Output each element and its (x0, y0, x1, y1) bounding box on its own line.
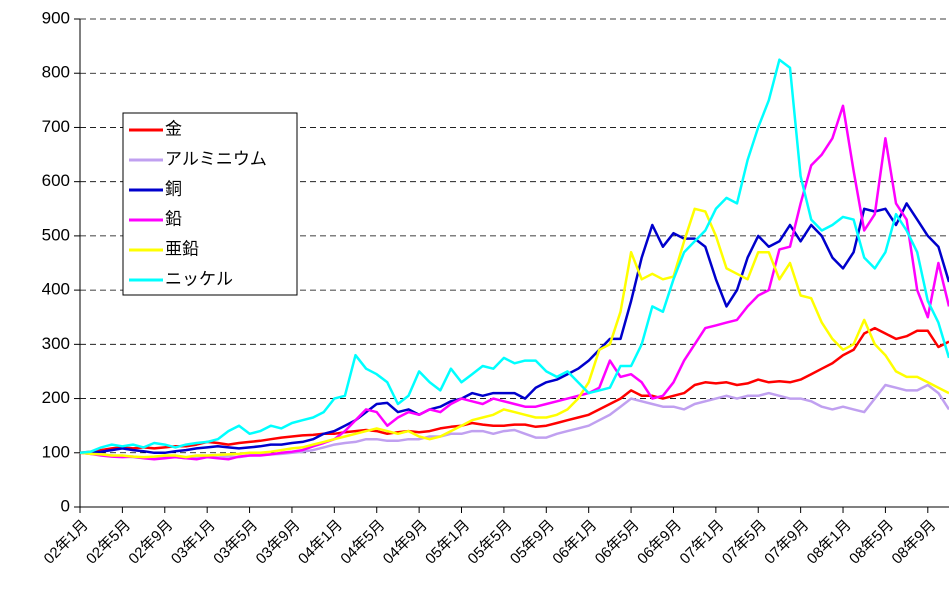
legend-box (122, 112, 298, 296)
series-line (79, 207, 949, 459)
y-tick-label: 200 (42, 388, 70, 407)
legend-label: 金 (165, 119, 182, 138)
y-tick-label: 600 (42, 171, 70, 190)
y-tick-label: 0 (61, 496, 70, 515)
series-line (79, 58, 949, 455)
x-tick-label: 04年9月 (380, 517, 431, 568)
y-tick-label: 100 (42, 442, 70, 461)
x-tick-label: 02年1月 (41, 517, 92, 568)
x-tick-label: 02年9月 (125, 517, 176, 568)
x-tick-label: 03年1月 (168, 517, 219, 568)
y-tick-label: 400 (42, 280, 70, 299)
x-tick-label: 05年1月 (422, 517, 473, 568)
series-line (79, 383, 949, 460)
x-tick-label: 04年1月 (295, 517, 346, 568)
y-tick-label: 700 (42, 117, 70, 136)
legend-label: 鉛 (165, 209, 182, 228)
x-tick-label: 08年9月 (889, 517, 940, 568)
series-line (79, 326, 949, 455)
x-tick-label: 06年9月 (634, 517, 685, 568)
y-tick-label: 500 (42, 225, 70, 244)
x-tick-label: 06年1月 (549, 517, 600, 568)
x-tick-label: 04年5月 (337, 517, 388, 568)
legend-label: 亜鉛 (165, 239, 199, 258)
x-tick-label: 08年1月 (804, 517, 855, 568)
y-tick-label: 300 (42, 334, 70, 353)
x-tick-label: 03年9月 (253, 517, 304, 568)
x-tick-label: 07年9月 (761, 517, 812, 568)
x-tick-label: 07年1月 (677, 517, 728, 568)
x-tick-label: 02年5月 (83, 517, 134, 568)
x-tick-label: 06年5月 (592, 517, 643, 568)
x-tick-label: 07年5月 (719, 517, 770, 568)
y-tick-label: 800 (42, 63, 70, 82)
x-tick-label: 05年5月 (465, 517, 516, 568)
x-tick-label: 03年5月 (210, 517, 261, 568)
legend-label: アルミニウム (165, 149, 267, 168)
y-tick-label: 900 (42, 8, 70, 27)
x-tick-label: 05年9月 (507, 517, 558, 568)
legend-label: 銅 (165, 179, 182, 198)
legend-label: ニッケル (165, 269, 233, 288)
series-line (80, 202, 949, 455)
x-tick-label: 08年5月 (846, 517, 897, 568)
